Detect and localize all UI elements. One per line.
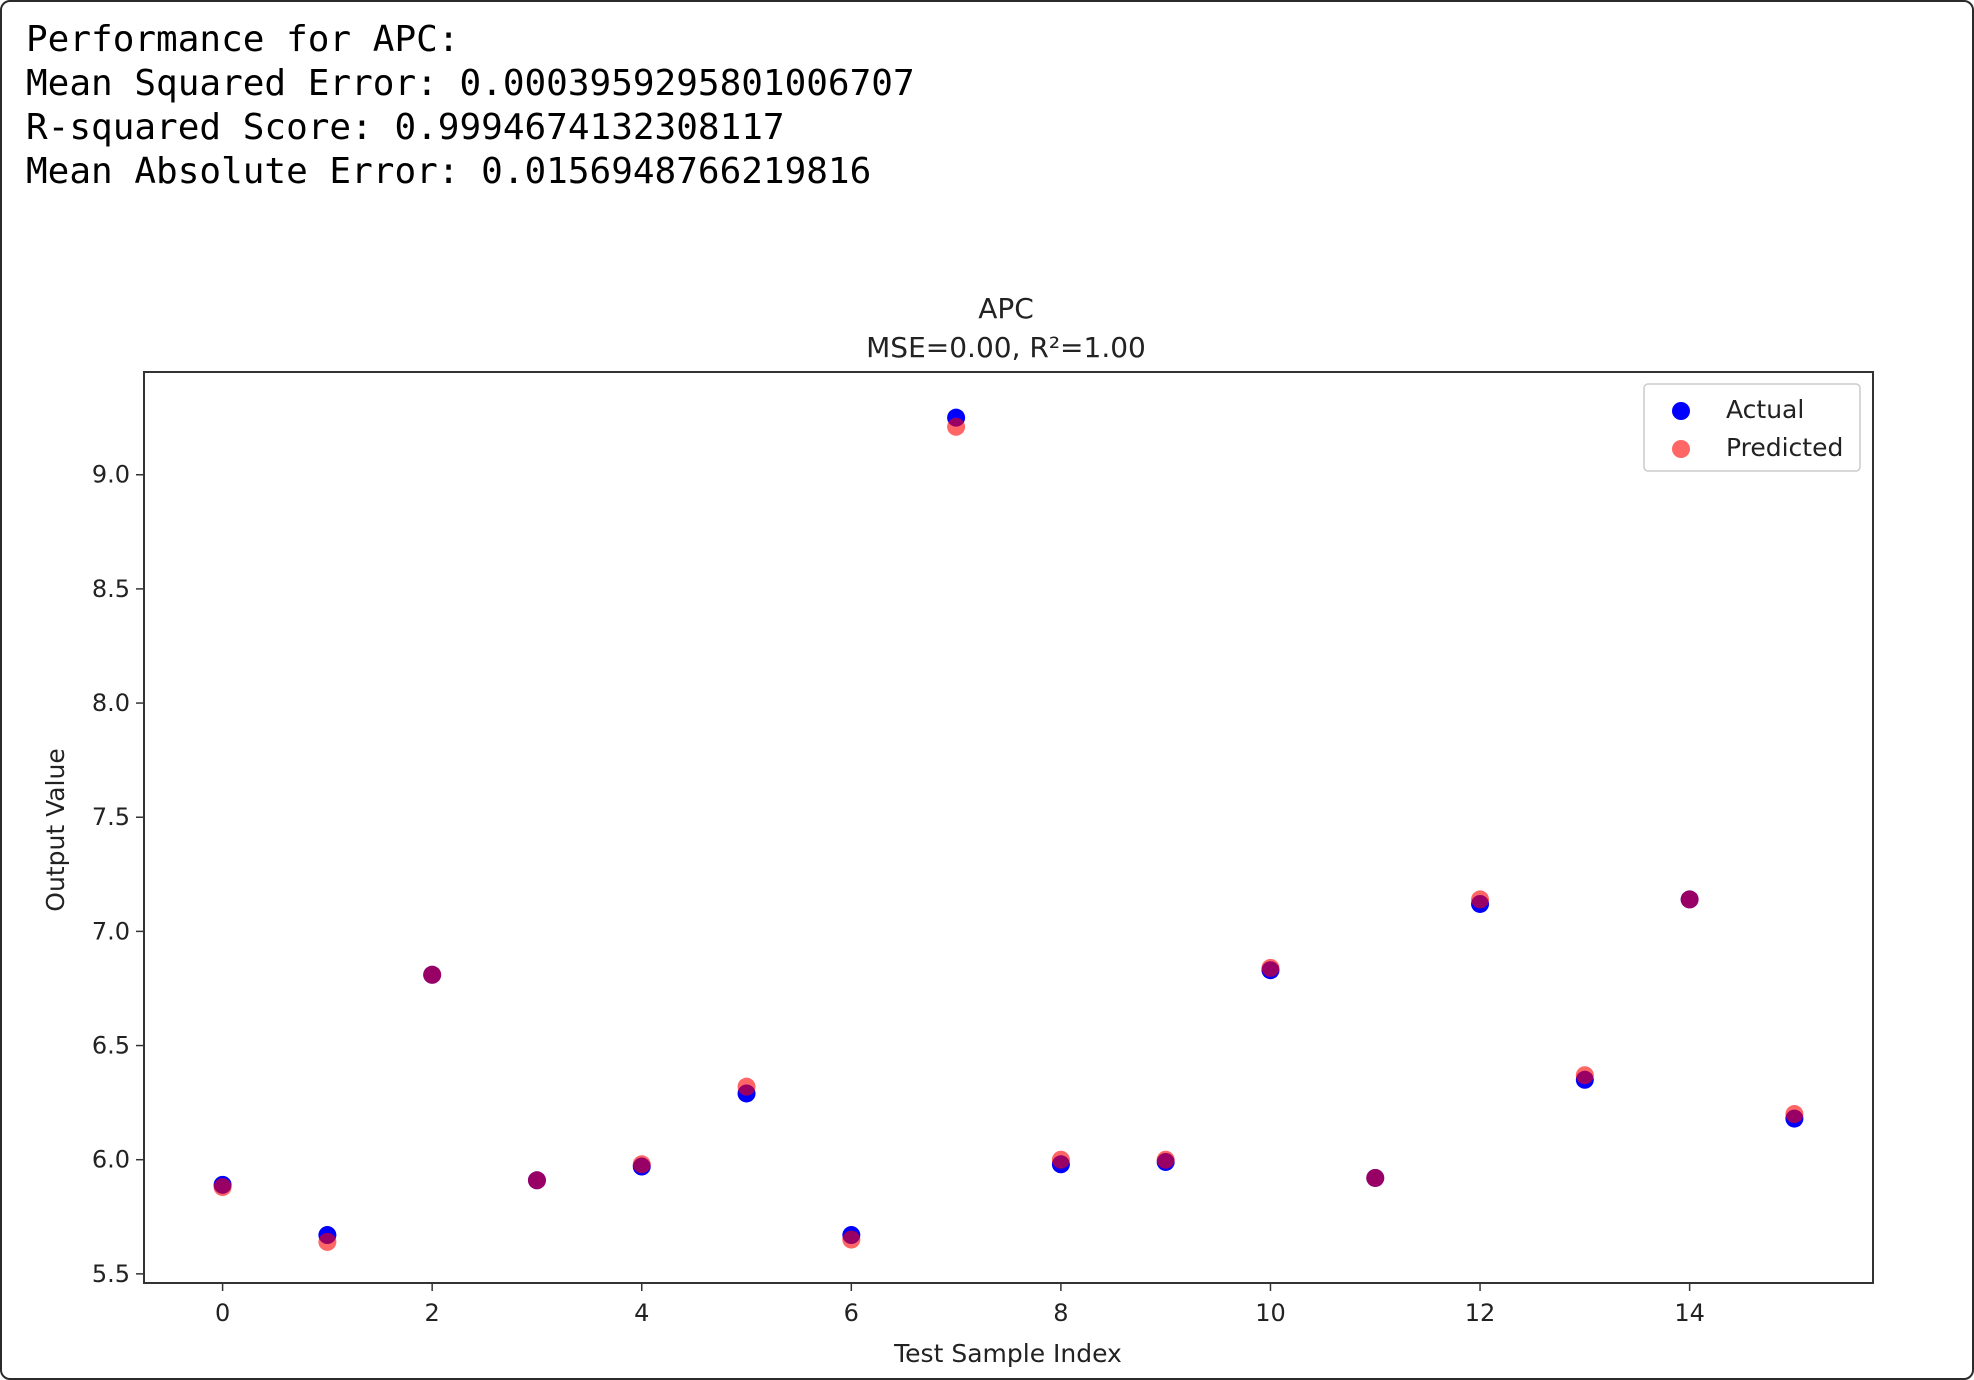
point-predicted xyxy=(1785,1105,1804,1124)
x-tick-label: 6 xyxy=(844,1299,859,1327)
x-tick-label: 14 xyxy=(1674,1299,1705,1327)
r2-line: R-squared Score: 0.9994674132308117 xyxy=(26,107,785,148)
y-tick-label: 6.5 xyxy=(92,1032,130,1060)
point-predicted xyxy=(737,1077,756,1096)
chart-title: APC xyxy=(978,292,1034,325)
y-tick-label: 8.0 xyxy=(92,689,130,717)
point-predicted xyxy=(423,965,442,984)
legend-marker-actual xyxy=(1672,402,1690,420)
point-predicted xyxy=(1680,890,1699,909)
mae-line: Mean Absolute Error: 0.0156948766219816 xyxy=(26,151,872,192)
point-predicted xyxy=(842,1230,861,1249)
printed-metrics: Performance for APC: Mean Squared Error:… xyxy=(26,18,915,194)
x-tick-label: 0 xyxy=(215,1299,230,1327)
x-tick-label: 12 xyxy=(1465,1299,1496,1327)
legend-box xyxy=(1643,383,1861,472)
x-tick-label: 2 xyxy=(425,1299,440,1327)
y-tick-label: 8.5 xyxy=(92,575,130,603)
data-points xyxy=(213,408,1804,1251)
legend-label-predicted: Predicted xyxy=(1726,433,1843,462)
point-predicted xyxy=(1261,958,1280,977)
x-tick-label: 4 xyxy=(634,1299,649,1327)
point-predicted xyxy=(213,1178,232,1197)
plot-area-frame xyxy=(143,371,1874,1284)
y-tick-label: 7.0 xyxy=(92,917,130,945)
y-tick-label: 5.5 xyxy=(92,1260,130,1288)
y-tick-label: 9.0 xyxy=(92,461,130,489)
point-predicted xyxy=(318,1232,337,1251)
point-predicted xyxy=(947,417,966,436)
y-tick-label: 7.5 xyxy=(92,803,130,831)
legend: Actual Predicted xyxy=(1643,383,1861,472)
x-tick-label: 8 xyxy=(1053,1299,1068,1327)
y-tick-label: 6.0 xyxy=(92,1146,130,1174)
x-axis-label: Test Sample Index xyxy=(893,1339,1122,1368)
point-predicted xyxy=(1366,1168,1385,1187)
chart-subtitle: MSE=0.00, R²=1.00 xyxy=(866,331,1146,364)
point-predicted xyxy=(632,1155,651,1174)
point-predicted xyxy=(1575,1066,1594,1085)
performance-heading: Performance for APC: xyxy=(26,19,460,60)
point-predicted xyxy=(1156,1150,1175,1169)
mse-line: Mean Squared Error: 0.000395929580100670… xyxy=(26,63,915,104)
x-axis: 0 2 4 6 8 10 12 14 xyxy=(215,1283,1705,1327)
point-predicted xyxy=(1051,1150,1070,1169)
x-tick-label: 10 xyxy=(1255,1299,1286,1327)
point-predicted xyxy=(527,1171,546,1190)
point-predicted xyxy=(1471,890,1490,909)
y-axis: 5.5 6.0 6.5 7.0 7.5 8.0 8.5 9.0 xyxy=(92,461,144,1288)
legend-marker-predicted xyxy=(1672,440,1690,458)
legend-label-actual: Actual xyxy=(1726,395,1804,424)
y-axis-label: Output Value xyxy=(41,748,70,911)
